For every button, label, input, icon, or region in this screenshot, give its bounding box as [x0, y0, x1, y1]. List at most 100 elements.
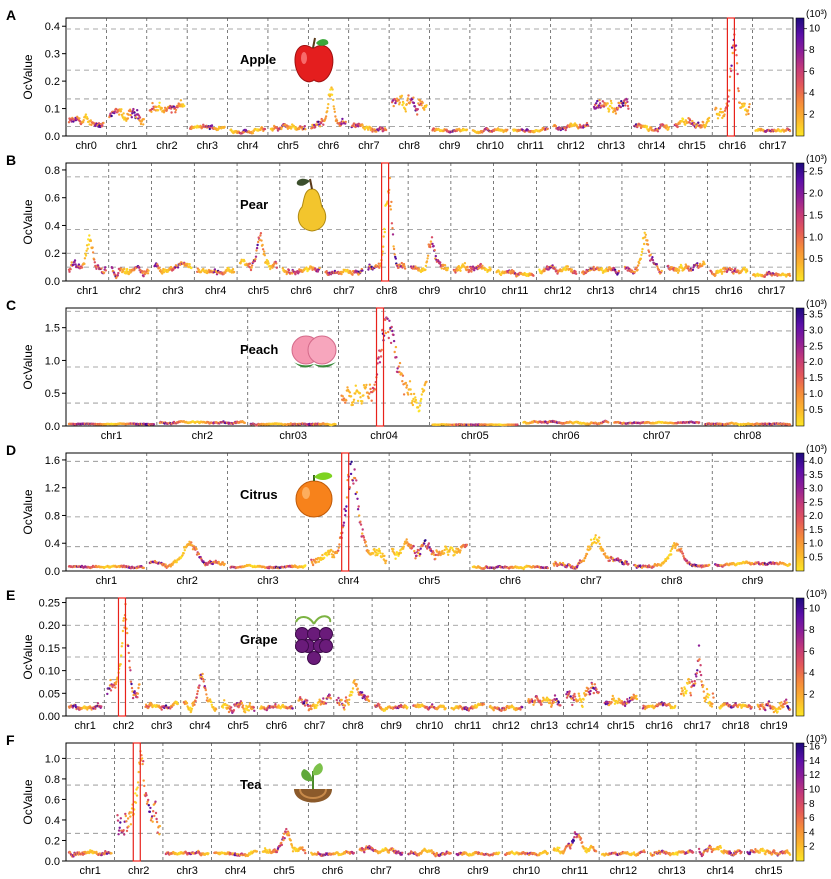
data-point — [365, 383, 368, 387]
colorbar-tick-label: 2.0 — [809, 357, 823, 368]
chr-label: chr12 — [544, 285, 572, 297]
data-point — [361, 528, 364, 531]
data-point — [328, 95, 332, 98]
data-point — [404, 110, 407, 113]
chr-points-chr1 — [67, 564, 145, 570]
data-point — [383, 230, 386, 234]
data-point — [373, 547, 376, 551]
data-point — [352, 398, 356, 401]
data-point — [390, 200, 393, 204]
chr-points-chr2 — [148, 99, 186, 114]
data-point — [392, 247, 396, 251]
highlight-box — [380, 162, 390, 282]
data-point — [734, 267, 737, 271]
data-point — [304, 128, 307, 131]
data-point — [667, 264, 670, 268]
data-point — [420, 393, 423, 396]
data-point — [344, 401, 347, 404]
data-point — [69, 268, 72, 271]
data-point — [609, 105, 612, 108]
data-point — [324, 115, 328, 118]
data-point — [394, 257, 397, 260]
data-point — [667, 126, 670, 129]
data-point — [424, 264, 428, 268]
fruit-label: Citrus — [240, 487, 278, 502]
data-point — [115, 276, 118, 280]
chr-points-chr1 — [67, 702, 103, 711]
data-point — [401, 103, 404, 107]
data-point — [408, 101, 412, 104]
chr-label: chr8 — [376, 285, 397, 297]
data-point — [641, 247, 644, 251]
data-point — [165, 109, 168, 112]
chr-points-chr7 — [350, 122, 388, 133]
data-point — [275, 266, 278, 269]
data-point — [160, 106, 163, 110]
data-point — [728, 89, 731, 92]
data-point — [128, 108, 132, 111]
chr-label: chr15 — [678, 140, 706, 152]
plot-frame — [65, 17, 794, 137]
highlight-box — [341, 452, 350, 572]
data-point — [564, 128, 567, 132]
chr-points-chr9 — [431, 127, 469, 134]
data-point — [395, 356, 398, 359]
fruit-label: Peach — [240, 342, 278, 357]
data-point — [387, 330, 390, 334]
colorbar-tick-label: 3.5 — [809, 309, 823, 320]
data-point — [568, 125, 571, 129]
data-point — [134, 116, 138, 119]
data-point — [170, 111, 173, 114]
data-point — [78, 120, 82, 123]
colorbar-tick-label: 3.5 — [809, 470, 823, 481]
data-point — [600, 267, 604, 270]
data-point — [423, 542, 426, 545]
chr-label: chr2 — [119, 285, 140, 297]
data-point — [317, 120, 320, 124]
data-point — [623, 99, 626, 102]
data-point — [574, 270, 577, 273]
colorbar-tick-label: 2 — [809, 110, 815, 121]
data-point — [625, 560, 628, 563]
data-point — [413, 551, 417, 555]
data-point — [376, 552, 380, 555]
data-point — [598, 542, 601, 546]
colorbar — [795, 17, 805, 137]
data-point — [84, 113, 88, 116]
data-point — [441, 549, 444, 553]
data-point — [163, 106, 167, 110]
data-point — [418, 404, 422, 407]
data-point — [333, 107, 336, 111]
data-point — [372, 552, 375, 555]
data-point — [730, 268, 734, 271]
y-tick-label: 0.0 — [45, 566, 60, 578]
y-axis-label: OcValue — [21, 634, 35, 679]
y-axis-label: OcValue — [21, 54, 35, 99]
data-point — [125, 267, 129, 271]
colorbar-tick-label: 10 — [809, 24, 821, 35]
data-point — [364, 540, 367, 543]
data-point — [337, 549, 340, 552]
chr-points-chr17 — [752, 270, 792, 278]
data-point — [737, 89, 740, 93]
data-point — [86, 247, 89, 250]
y-tick-label: 1.2 — [45, 483, 60, 495]
data-point — [401, 374, 405, 377]
data-point — [607, 421, 610, 424]
data-point — [598, 99, 601, 102]
data-point — [324, 117, 327, 120]
data-point — [397, 266, 400, 269]
data-point — [360, 402, 363, 405]
data-point — [606, 556, 610, 560]
chr-points-chr5 — [269, 123, 307, 132]
data-point — [723, 109, 727, 113]
data-point — [392, 333, 395, 337]
data-point — [416, 113, 419, 116]
data-point — [566, 265, 570, 268]
data-point — [123, 267, 126, 271]
data-point — [681, 117, 685, 121]
data-point — [516, 423, 519, 426]
data-point — [353, 468, 356, 471]
data-point — [680, 547, 683, 550]
data-point — [646, 243, 650, 246]
